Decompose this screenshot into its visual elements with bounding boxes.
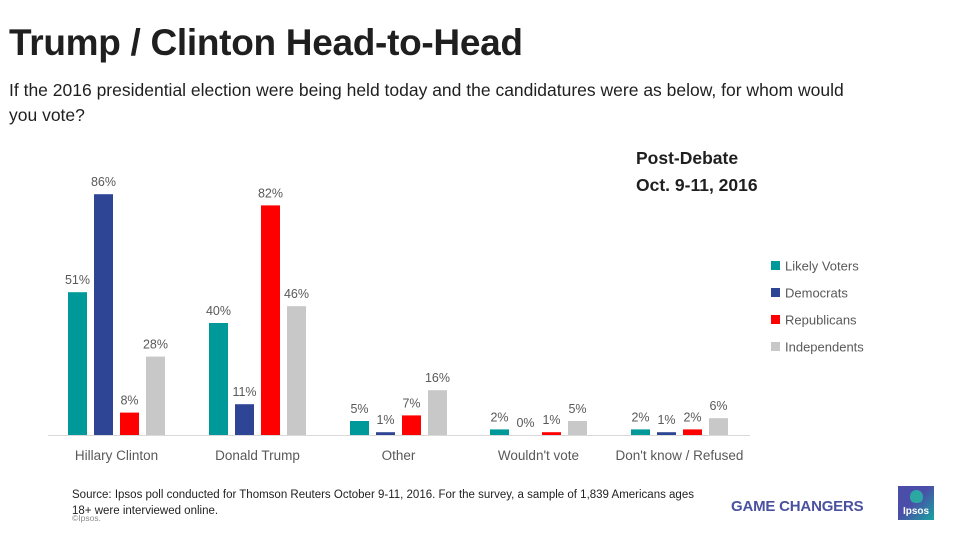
legend-label-republicans: Republicans <box>785 313 857 328</box>
bars-group <box>68 194 728 435</box>
data-label-other-democrats: 1% <box>376 413 394 427</box>
data-label-don-t-know-refused-democrats: 1% <box>657 413 675 427</box>
legend-swatch-likely-voters <box>771 261 780 270</box>
bar-hillary-clinton-democrats <box>94 194 113 435</box>
category-label-hillary-clinton: Hillary Clinton <box>75 448 158 463</box>
wave-dates: Oct. 9-11, 2016 <box>636 175 758 195</box>
bar-wouldn-t-vote-republicans <box>542 432 561 435</box>
bar-hillary-clinton-likely-voters <box>68 292 87 435</box>
game-changers-tagline: GAME CHANGERS <box>731 498 864 515</box>
bar-other-independents <box>428 390 447 435</box>
bar-hillary-clinton-republicans <box>120 412 139 435</box>
ipsos-logo-label: Ipsos <box>902 506 930 517</box>
legend-swatch-democrats <box>771 288 780 297</box>
source-note: Source: Ipsos poll conducted for Thomson… <box>72 489 694 517</box>
bar-donald-trump-likely-voters <box>209 323 228 435</box>
data-label-other-republicans: 7% <box>402 396 420 410</box>
ipsos-logo: Ipsos <box>898 486 934 520</box>
category-label-other: Other <box>382 448 416 463</box>
data-label-wouldn-t-vote-likely-voters: 2% <box>490 410 508 424</box>
data-label-don-t-know-refused-independents: 6% <box>709 399 727 413</box>
legend: Likely Voters Democrats Republicans Indepen… <box>771 259 864 355</box>
data-label-donald-trump-likely-voters: 40% <box>206 304 231 318</box>
bar-wouldn-t-vote-likely-voters <box>490 429 509 435</box>
data-label-hillary-clinton-republicans: 8% <box>120 394 138 408</box>
category-labels-group: Hillary Clinton Donald Trump Other Wouldn't… <box>75 448 744 463</box>
ipsos-head-icon <box>910 490 923 503</box>
bar-other-republicans <box>402 415 421 435</box>
bar-don-t-know-refused-likely-voters <box>631 429 650 435</box>
legend-label-likely-voters: Likely Voters <box>785 259 859 274</box>
data-label-hillary-clinton-democrats: 86% <box>91 175 116 189</box>
bar-donald-trump-independents <box>287 306 306 435</box>
bar-don-t-know-refused-republicans <box>683 429 702 435</box>
data-label-wouldn-t-vote-democrats: 0% <box>516 416 534 430</box>
data-label-other-independents: 16% <box>425 371 450 385</box>
category-label-wouldn-t-vote: Wouldn't vote <box>498 448 579 463</box>
bar-wouldn-t-vote-independents <box>568 421 587 435</box>
data-label-donald-trump-independents: 46% <box>284 287 309 301</box>
bar-hillary-clinton-independents <box>146 356 165 435</box>
data-labels-group: 51% 86% 8% 28% 40% 11% 82% 46% 5% 1% 7% 16% 2% 0% 1% 5%… <box>65 175 728 430</box>
data-label-donald-trump-democrats: 11% <box>232 385 256 399</box>
page-title: Trump / Clinton Head-to-Head <box>9 22 523 63</box>
data-label-other-likely-voters: 5% <box>350 402 368 416</box>
bar-donald-trump-democrats <box>235 404 254 435</box>
bar-don-t-know-refused-independents <box>709 418 728 435</box>
wave-name: Post-Debate <box>636 148 739 168</box>
bar-don-t-know-refused-democrats <box>657 432 676 435</box>
legend-label-democrats: Democrats <box>785 286 848 301</box>
data-label-don-t-know-refused-republicans: 2% <box>683 410 701 424</box>
bar-donald-trump-republicans <box>261 205 280 435</box>
data-label-hillary-clinton-independents: 28% <box>143 338 168 352</box>
category-label-donald-trump: Donald Trump <box>215 448 300 463</box>
survey-question: If the 2016 presidential election were b… <box>9 80 844 125</box>
copyright: ©Ipsos. <box>72 513 101 523</box>
data-label-hillary-clinton-likely-voters: 51% <box>65 273 90 287</box>
data-label-don-t-know-refused-likely-voters: 2% <box>631 410 649 424</box>
wave-label: Post-Debate Oct. 9-11, 2016 <box>636 145 758 199</box>
legend-swatch-independents <box>771 342 780 351</box>
data-label-wouldn-t-vote-independents: 5% <box>568 402 586 416</box>
data-label-donald-trump-republicans: 82% <box>258 186 283 200</box>
data-label-wouldn-t-vote-republicans: 1% <box>542 413 560 427</box>
legend-label-independents: Independents <box>785 340 864 355</box>
legend-swatch-republicans <box>771 315 780 324</box>
category-label-don-t-know-refused: Don't know / Refused <box>616 448 744 463</box>
bar-other-likely-voters <box>350 421 369 435</box>
bar-other-democrats <box>376 432 395 435</box>
